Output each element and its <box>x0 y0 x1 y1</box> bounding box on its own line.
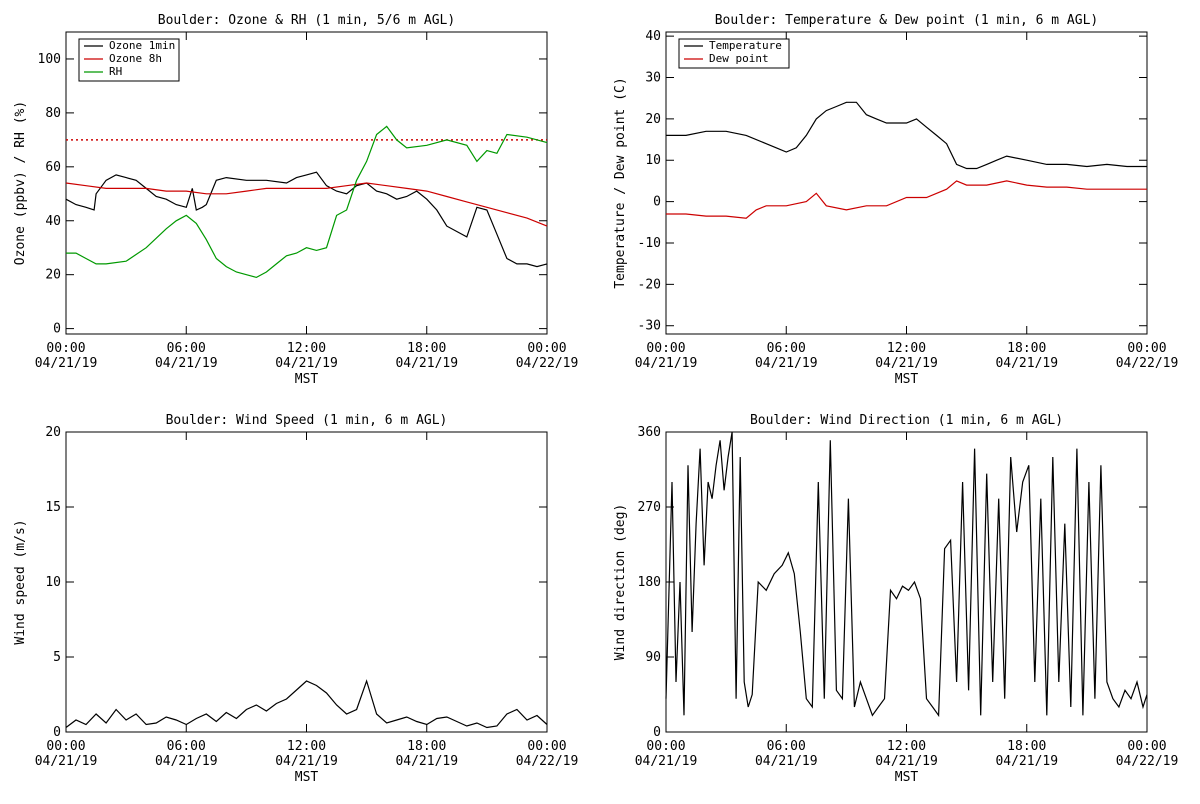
y-tick-label: 10 <box>645 153 661 168</box>
chart-panel-2: Boulder: Temperature & Dew point (1 min,… <box>613 13 1178 387</box>
x-axis-label: MST <box>295 372 319 387</box>
y-tick-label: 90 <box>645 650 661 665</box>
x-tick-label-time: 18:00 <box>407 341 446 356</box>
x-tick-label-time: 00:00 <box>646 739 685 754</box>
x-tick-label-time: 06:00 <box>767 739 806 754</box>
x-tick-label-date: 04/21/19 <box>395 356 458 371</box>
x-tick-label-date: 04/21/19 <box>635 356 698 371</box>
chart-title: Boulder: Wind Direction (1 min, 6 m AGL) <box>750 413 1063 428</box>
y-tick-label: 80 <box>45 106 61 121</box>
x-tick-label-date: 04/21/19 <box>995 356 1058 371</box>
x-tick-label-date: 04/22/19 <box>1116 356 1179 371</box>
x-tick-label-date: 04/21/19 <box>995 754 1058 769</box>
x-tick-label-date: 04/22/19 <box>516 356 579 371</box>
x-tick-label-date: 04/21/19 <box>755 754 818 769</box>
series-line-rh <box>66 125 548 279</box>
x-tick-label-time: 18:00 <box>1007 341 1046 356</box>
x-tick-label-time: 12:00 <box>287 341 326 356</box>
y-tick-label: 15 <box>45 500 61 515</box>
chart-panel-1: Boulder: Ozone & RH (1 min, 5/6 m AGL) 0 2… <box>13 13 578 387</box>
x-tick-label-time: 00:00 <box>527 739 566 754</box>
chart-title: Boulder: Temperature & Dew point (1 min,… <box>715 13 1099 28</box>
y-tick-label: 5 <box>53 650 61 665</box>
y-tick-label: 360 <box>638 425 661 440</box>
x-tick-label-date: 04/21/19 <box>35 356 98 371</box>
x-tick-label-date: 04/21/19 <box>755 356 818 371</box>
y-axis-label: Wind direction (deg) <box>613 504 628 661</box>
y-tick-label: 30 <box>645 71 661 86</box>
y-tick-label: 10 <box>45 575 61 590</box>
legend-entry: RH <box>109 65 122 78</box>
x-tick-label-time: 18:00 <box>407 739 446 754</box>
y-tick-label: 270 <box>638 500 661 515</box>
chart-panel-3: Boulder: Wind Speed (1 min, 6 m AGL) 0 5 10… <box>13 413 578 785</box>
y-tick-label: 20 <box>45 268 61 283</box>
x-tick-label-time: 12:00 <box>287 739 326 754</box>
x-tick-label-time: 06:00 <box>167 341 206 356</box>
series-line-1 <box>665 431 1148 718</box>
y-tick-label: -30 <box>638 319 661 334</box>
x-tick-label-date: 04/21/19 <box>275 356 338 371</box>
x-tick-label-date: 04/21/19 <box>155 754 218 769</box>
legend-entry: Temperature <box>709 39 782 52</box>
y-axis-label: Wind speed (m/s) <box>13 519 28 644</box>
x-tick-label-time: 00:00 <box>1127 739 1166 754</box>
x-tick-label-time: 12:00 <box>887 739 926 754</box>
x-tick-label-time: 06:00 <box>767 341 806 356</box>
x-tick-label-date: 04/21/19 <box>155 356 218 371</box>
y-tick-label: 100 <box>38 52 61 67</box>
y-tick-label: 0 <box>653 725 661 740</box>
x-tick-label-date: 04/22/19 <box>516 754 579 769</box>
x-axis-label: MST <box>295 770 319 785</box>
y-axis-label: Ozone (ppbv) / RH (%) <box>13 101 28 265</box>
y-tick-label: 40 <box>645 29 661 44</box>
x-tick-label-date: 04/21/19 <box>875 356 938 371</box>
legend-box <box>678 38 790 69</box>
y-tick-label: 60 <box>45 160 61 175</box>
y-tick-label: 0 <box>53 725 61 740</box>
x-tick-label-date: 04/21/19 <box>875 754 938 769</box>
series-line-1 <box>65 679 548 729</box>
y-tick-label: 180 <box>638 575 661 590</box>
y-tick-label: 0 <box>53 322 61 337</box>
x-tick-label-time: 00:00 <box>46 341 85 356</box>
x-tick-label-time: 00:00 <box>1127 341 1166 356</box>
series-line-dew-point <box>666 180 1147 219</box>
x-tick-label-time: 18:00 <box>1007 739 1046 754</box>
plot-frame <box>665 31 1148 335</box>
x-tick-label-time: 00:00 <box>527 341 566 356</box>
legend-entry: Ozone 1min <box>109 39 175 52</box>
x-axis-label: MST <box>895 770 919 785</box>
y-axis-label: Temperature / Dew point (C) <box>613 77 628 288</box>
x-tick-label-date: 04/21/19 <box>395 754 458 769</box>
x-axis-label: MST <box>895 372 919 387</box>
legend-entry: Dew point <box>709 52 769 65</box>
series-line-ozone-1min <box>65 171 548 268</box>
chart-title: Boulder: Wind Speed (1 min, 6 m AGL) <box>166 413 448 428</box>
x-tick-label-date: 04/21/19 <box>35 754 98 769</box>
series-line-temperature <box>666 101 1147 170</box>
x-tick-label-time: 00:00 <box>46 739 85 754</box>
y-tick-label: 0 <box>653 195 661 210</box>
x-tick-label-time: 06:00 <box>167 739 206 754</box>
x-tick-label-date: 04/21/19 <box>275 754 338 769</box>
plot-frame <box>65 431 548 733</box>
y-tick-label: -10 <box>638 236 661 251</box>
y-tick-label: 20 <box>45 425 61 440</box>
legend-entry: Ozone 8h <box>109 52 162 65</box>
x-tick-label-date: 04/22/19 <box>1116 754 1179 769</box>
y-tick-label: -20 <box>638 277 661 292</box>
series-line-ozone-8h <box>65 182 548 227</box>
x-tick-label-time: 00:00 <box>646 341 685 356</box>
chart-title: Boulder: Ozone & RH (1 min, 5/6 m AGL) <box>158 13 455 28</box>
y-tick-label: 40 <box>45 214 61 229</box>
y-tick-label: 20 <box>645 112 661 127</box>
x-tick-label-date: 04/21/19 <box>635 754 698 769</box>
x-tick-label-time: 12:00 <box>887 341 926 356</box>
chart-panel-4: Boulder: Wind Direction (1 min, 6 m AGL)… <box>613 413 1178 785</box>
